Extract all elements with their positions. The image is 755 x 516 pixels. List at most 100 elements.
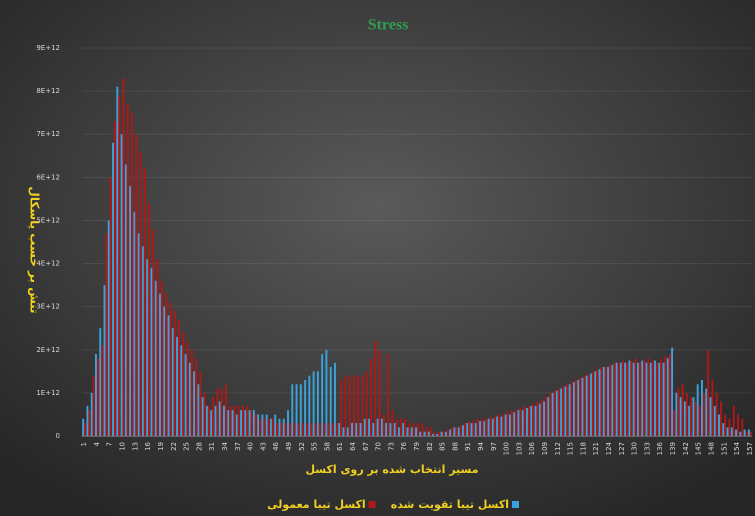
bar — [223, 405, 225, 436]
x-tick-label: 97 — [490, 442, 498, 451]
bar — [220, 388, 223, 436]
bar — [193, 371, 196, 436]
x-tick-label: 37 — [234, 442, 242, 451]
bar — [152, 229, 155, 436]
bar — [553, 390, 556, 436]
bar — [540, 399, 543, 436]
bar — [135, 134, 138, 436]
bar — [167, 315, 170, 436]
bar — [385, 423, 388, 436]
bar — [380, 418, 383, 436]
bar — [493, 416, 496, 436]
bar — [534, 405, 537, 436]
bar — [577, 379, 580, 436]
bar — [526, 407, 528, 436]
bar — [504, 414, 507, 436]
bar — [361, 375, 364, 436]
bar — [105, 233, 108, 436]
bar — [666, 358, 669, 436]
bar — [171, 328, 174, 436]
bar — [707, 349, 710, 436]
bar — [502, 414, 505, 436]
bar — [368, 418, 371, 436]
bar — [408, 423, 411, 436]
bar — [274, 414, 277, 436]
bar — [417, 423, 419, 436]
bar — [233, 405, 236, 436]
bar — [250, 410, 253, 436]
bar — [374, 341, 377, 436]
bar — [536, 401, 539, 436]
bar — [730, 427, 733, 436]
bar — [679, 397, 682, 436]
bar — [133, 211, 136, 436]
bar — [602, 367, 605, 436]
bar — [210, 410, 213, 436]
bar — [346, 427, 349, 436]
x-tick-label: 43 — [259, 442, 267, 451]
bar — [391, 410, 394, 436]
bar — [615, 362, 618, 436]
bar — [735, 429, 738, 436]
bar — [370, 358, 372, 436]
x-tick-label: 1 — [80, 442, 88, 446]
bar — [365, 371, 368, 436]
bar — [470, 423, 473, 436]
bar — [95, 354, 97, 436]
bar — [545, 397, 547, 436]
x-tick-label: 61 — [336, 442, 344, 451]
bar — [457, 427, 460, 436]
bar — [212, 397, 215, 436]
bar — [677, 388, 680, 436]
bar — [293, 423, 296, 436]
bar — [459, 425, 462, 436]
bar — [711, 379, 714, 436]
bar — [359, 423, 362, 436]
bar — [103, 285, 106, 436]
bar — [479, 420, 482, 436]
bar — [472, 420, 475, 436]
x-tick-label: 112 — [554, 442, 562, 455]
bar — [178, 319, 180, 436]
bar — [355, 423, 358, 436]
bar — [131, 112, 133, 437]
bar — [647, 358, 650, 436]
bar — [295, 384, 298, 436]
bar — [84, 423, 87, 436]
bar — [312, 371, 315, 436]
bar — [327, 423, 330, 436]
bar — [641, 360, 644, 436]
x-tick-label: 91 — [464, 442, 472, 451]
bar — [331, 423, 334, 436]
x-tick-label: 148 — [707, 442, 715, 455]
bar — [237, 405, 240, 436]
y-tick-label: 3E+12 — [36, 303, 60, 311]
bar — [271, 418, 274, 436]
bar — [261, 414, 264, 436]
x-tick-label: 34 — [221, 441, 229, 450]
bar — [195, 358, 198, 436]
bar — [288, 423, 291, 436]
legend-label: اکسل تیبا تقویت شده — [391, 498, 509, 511]
y-tick-label: 7E+12 — [36, 130, 60, 138]
bar — [398, 427, 400, 436]
x-tick-label: 109 — [541, 442, 549, 455]
x-tick-label: 151 — [720, 442, 728, 455]
bar — [163, 306, 166, 436]
bar — [297, 423, 300, 436]
bar — [387, 354, 390, 436]
x-tick-label: 64 — [349, 441, 357, 450]
bar — [252, 410, 255, 436]
bar — [90, 392, 93, 436]
bar — [242, 405, 244, 436]
bar — [259, 418, 262, 436]
x-tick-label: 4 — [93, 441, 101, 446]
bar — [376, 418, 379, 436]
bar — [671, 347, 674, 436]
bar — [265, 414, 268, 436]
x-tick-label: 31 — [208, 442, 216, 451]
bar — [141, 246, 144, 436]
bar — [538, 403, 541, 436]
bar — [579, 377, 582, 436]
